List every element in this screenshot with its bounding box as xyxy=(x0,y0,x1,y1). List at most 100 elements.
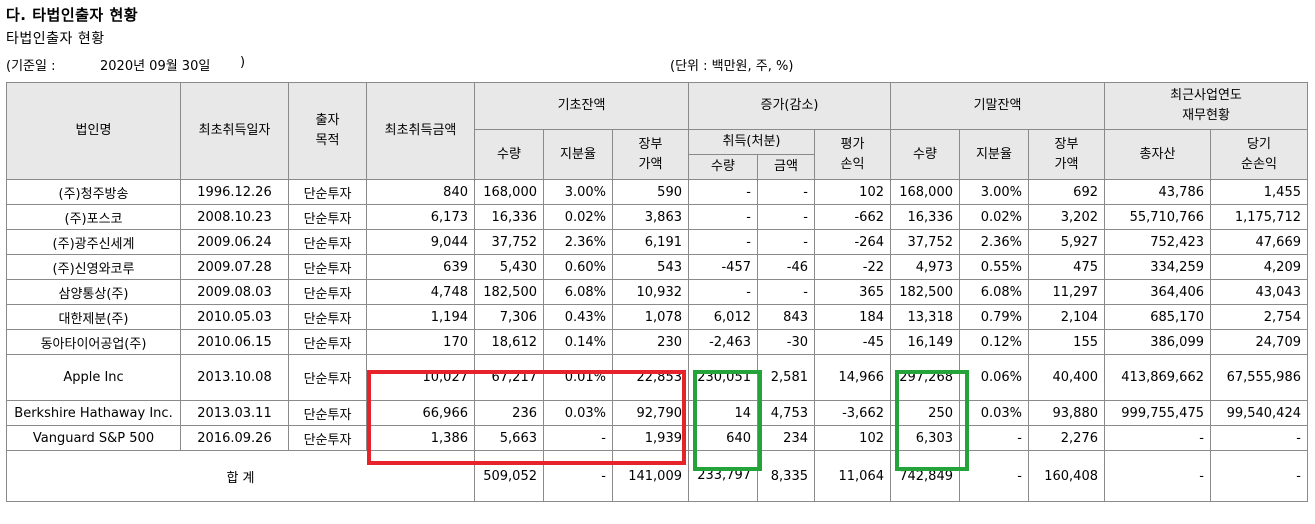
cell-total-assets: 364,406 xyxy=(1104,279,1211,305)
total-cell-total-assets: - xyxy=(1104,450,1211,502)
cell-purpose: 단순투자 xyxy=(288,279,367,305)
cell-open-share: 0.01% xyxy=(543,354,613,401)
cell-close-book: 155 xyxy=(1028,329,1105,355)
total-cell-open-qty: 509,052 xyxy=(474,450,544,502)
cell-purpose: 단순투자 xyxy=(288,425,367,451)
cell-first-amount: 10,027 xyxy=(366,354,475,401)
cell-total-assets: 43,786 xyxy=(1104,179,1211,205)
cell-purpose: 단순투자 xyxy=(288,354,367,401)
cell-chg-amount: - xyxy=(757,204,815,230)
cell-open-book: 543 xyxy=(612,254,689,280)
cell-open-qty: 37,752 xyxy=(474,229,544,255)
cell-open-share: 6.08% xyxy=(543,279,613,305)
header-open-share: 지분율 xyxy=(543,129,613,180)
section-heading: 다. 타법인출자 현황 xyxy=(6,6,139,24)
table-row: (주)신영와코루 2009.07.28 단순투자 639 5,430 0.60% 543 -4… xyxy=(6,254,1308,280)
cell-chg-qty: 230,051 xyxy=(688,354,758,401)
cell-open-qty: 182,500 xyxy=(474,279,544,305)
header-net-income: 당기 순손익 xyxy=(1210,129,1308,180)
cell-open-share: 0.03% xyxy=(543,400,613,426)
cell-close-book: 40,400 xyxy=(1028,354,1105,401)
cell-open-qty: 18,612 xyxy=(474,329,544,355)
cell-net-income: 4,209 xyxy=(1210,254,1308,280)
cell-valuation: 14,966 xyxy=(814,354,891,401)
cell-close-book: 93,880 xyxy=(1028,400,1105,426)
header-total-assets: 총자산 xyxy=(1104,129,1211,180)
cell-close-book: 11,297 xyxy=(1028,279,1105,305)
header-change: 증가(감소) xyxy=(688,82,891,130)
cell-company: 대한제분(주) xyxy=(6,304,181,330)
cell-chg-qty: -2,463 xyxy=(688,329,758,355)
cell-open-share: 0.02% xyxy=(543,204,613,230)
cell-open-share: 0.14% xyxy=(543,329,613,355)
cell-close-qty: 16,336 xyxy=(890,204,960,230)
unit-note: (단위 : 백만원, 주, %) xyxy=(670,59,794,74)
cell-chg-amount: - xyxy=(757,229,815,255)
cell-acq-date: 2016.09.26 xyxy=(180,425,289,451)
header-first-acq-amount: 최초취득금액 xyxy=(366,82,475,180)
cell-purpose: 단순투자 xyxy=(288,329,367,355)
cell-net-income: 1,175,712 xyxy=(1210,204,1308,230)
cell-close-qty: 168,000 xyxy=(890,179,960,205)
cell-acq-date: 2013.10.08 xyxy=(180,354,289,401)
cell-open-share: 0.60% xyxy=(543,254,613,280)
cell-open-share: 0.43% xyxy=(543,304,613,330)
cell-open-book: 230 xyxy=(612,329,689,355)
cell-close-book: 5,927 xyxy=(1028,229,1105,255)
cell-open-share: 2.36% xyxy=(543,229,613,255)
cell-close-share: 0.06% xyxy=(959,354,1029,401)
cell-close-share: 0.03% xyxy=(959,400,1029,426)
cell-close-book: 692 xyxy=(1028,179,1105,205)
cell-net-income: 67,555,986 xyxy=(1210,354,1308,401)
cell-valuation: -662 xyxy=(814,204,891,230)
cell-first-amount: 66,966 xyxy=(366,400,475,426)
cell-total-assets: 685,170 xyxy=(1104,304,1211,330)
cell-open-book: 10,932 xyxy=(612,279,689,305)
cell-close-book: 3,202 xyxy=(1028,204,1105,230)
header-chg-qty: 수량 xyxy=(688,154,758,180)
cell-close-share: 6.08% xyxy=(959,279,1029,305)
cell-total-assets: - xyxy=(1104,425,1211,451)
total-cell-close-share: - xyxy=(959,450,1029,502)
header-acq-disp: 취득(처분) xyxy=(688,129,815,155)
cell-close-qty: 182,500 xyxy=(890,279,960,305)
cell-close-qty: 297,268 xyxy=(890,354,960,401)
cell-valuation: 184 xyxy=(814,304,891,330)
header-chg-amount: 금액 xyxy=(757,154,815,180)
header-recent-financials: 최근사업연도 재무현황 xyxy=(1104,82,1308,130)
cell-open-qty: 67,217 xyxy=(474,354,544,401)
cell-company: (주)신영와코루 xyxy=(6,254,181,280)
header-company: 법인명 xyxy=(6,82,181,180)
cell-company: Apple Inc xyxy=(6,354,181,401)
cell-first-amount: 639 xyxy=(366,254,475,280)
table-row: 동아타이어공업(주) 2010.06.15 단순투자 170 18,612 0.14% 23… xyxy=(6,329,1308,355)
cell-purpose: 단순투자 xyxy=(288,179,367,205)
cell-chg-qty: - xyxy=(688,179,758,205)
cell-valuation: -22 xyxy=(814,254,891,280)
header-open-book: 장부 가액 xyxy=(612,129,689,180)
cell-first-amount: 840 xyxy=(366,179,475,205)
cell-chg-amount: - xyxy=(757,179,815,205)
baseline-date: 2020년 09월 30일 xyxy=(100,59,211,74)
cell-net-income: 43,043 xyxy=(1210,279,1308,305)
cell-close-qty: 250 xyxy=(890,400,960,426)
cell-open-qty: 168,000 xyxy=(474,179,544,205)
cell-chg-amount: 234 xyxy=(757,425,815,451)
total-cell-chg-amount: 8,335 xyxy=(757,450,815,502)
total-cell-valuation: 11,064 xyxy=(814,450,891,502)
cell-close-qty: 6,303 xyxy=(890,425,960,451)
cell-close-share: - xyxy=(959,425,1029,451)
cell-chg-amount: -46 xyxy=(757,254,815,280)
cell-first-amount: 6,173 xyxy=(366,204,475,230)
table-row: 삼양통상(주) 2009.08.03 단순투자 4,748 182,500 6.08% 10… xyxy=(6,279,1308,305)
total-cell-chg-qty: 233,797 xyxy=(688,450,758,502)
cell-close-share: 0.79% xyxy=(959,304,1029,330)
cell-open-qty: 7,306 xyxy=(474,304,544,330)
cell-valuation: -45 xyxy=(814,329,891,355)
cell-company: (주)청주방송 xyxy=(6,179,181,205)
cell-total-assets: 752,423 xyxy=(1104,229,1211,255)
total-cell-net-income: - xyxy=(1210,450,1308,502)
cell-purpose: 단순투자 xyxy=(288,254,367,280)
header-close-qty: 수량 xyxy=(890,129,960,180)
cell-open-qty: 16,336 xyxy=(474,204,544,230)
